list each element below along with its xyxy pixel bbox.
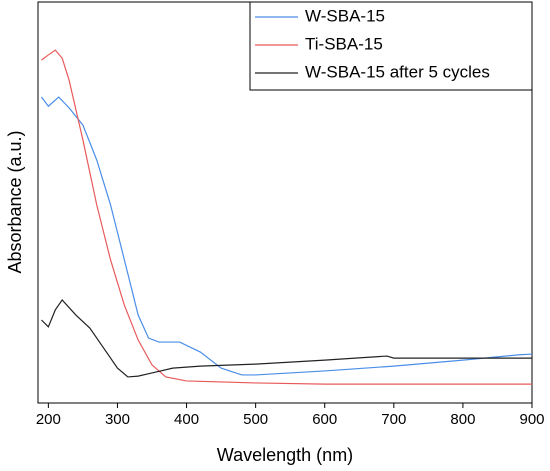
x-tick-label: 600 [312, 411, 337, 428]
legend-label: Ti-SBA-15 [305, 34, 383, 53]
series-line [40, 96, 533, 376]
x-tick-label: 300 [105, 411, 130, 428]
legend-label: W-SBA-15 after 5 cycles [305, 62, 490, 81]
x-axis-title: Wavelength (nm) [217, 445, 353, 465]
x-tick-label: 800 [450, 411, 475, 428]
x-tick-label: 900 [519, 411, 544, 428]
x-tick-label: 700 [381, 411, 406, 428]
series-line [41, 49, 532, 385]
series-line [41, 298, 532, 378]
legend-box [249, 1, 533, 91]
y-axis-title: Absorbance (a.u.) [5, 130, 25, 273]
x-tick-label: 200 [36, 411, 61, 428]
x-tick-label: 500 [243, 411, 268, 428]
x-tick-label: 400 [174, 411, 199, 428]
legend-label: W-SBA-15 [305, 6, 385, 25]
